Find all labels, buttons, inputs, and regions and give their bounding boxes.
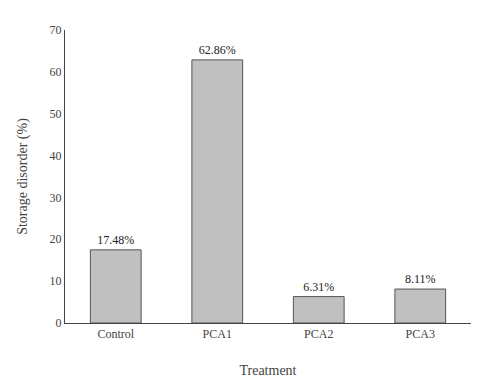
svg-text:50: 50 bbox=[50, 107, 62, 121]
svg-text:0: 0 bbox=[56, 316, 62, 330]
svg-text:PCA2: PCA2 bbox=[304, 327, 333, 341]
svg-text:8.11%: 8.11% bbox=[405, 272, 436, 286]
svg-text:PCA3: PCA3 bbox=[406, 327, 435, 341]
svg-text:Storage disorder (%): Storage disorder (%) bbox=[15, 118, 31, 235]
svg-text:40: 40 bbox=[50, 149, 62, 163]
svg-text:30: 30 bbox=[50, 191, 62, 205]
svg-text:10: 10 bbox=[50, 274, 62, 288]
svg-text:60: 60 bbox=[50, 65, 62, 79]
svg-text:PCA1: PCA1 bbox=[203, 327, 232, 341]
svg-text:Control: Control bbox=[97, 327, 134, 341]
svg-text:Treatment: Treatment bbox=[239, 363, 296, 378]
svg-text:62.86%: 62.86% bbox=[199, 43, 236, 57]
svg-text:6.31%: 6.31% bbox=[303, 280, 334, 294]
svg-text:17.48%: 17.48% bbox=[97, 233, 134, 247]
svg-text:20: 20 bbox=[50, 232, 62, 246]
svg-text:70: 70 bbox=[50, 23, 62, 37]
